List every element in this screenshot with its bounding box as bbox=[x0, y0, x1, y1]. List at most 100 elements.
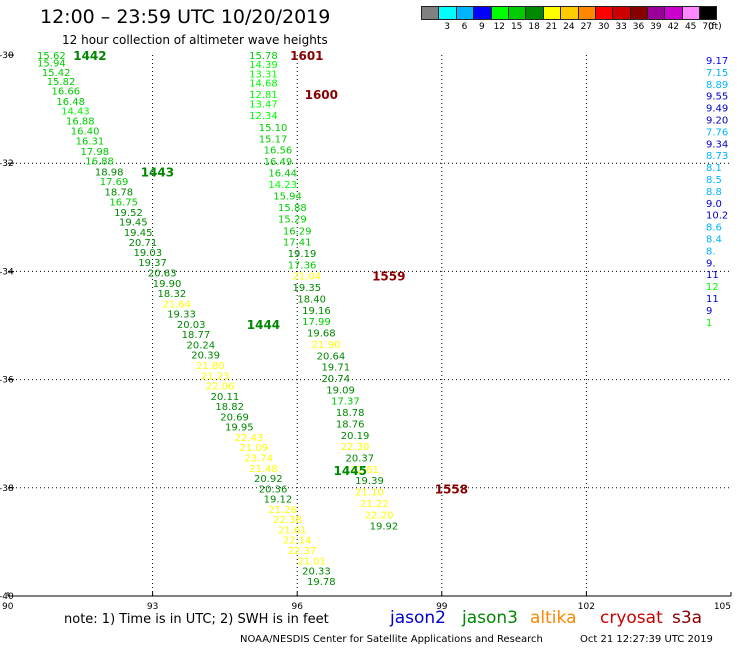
data-point-label: 18.78 bbox=[105, 187, 134, 198]
legend-label: 21 bbox=[545, 22, 558, 32]
legend-swatch bbox=[629, 6, 648, 20]
data-point-label: 14.23 bbox=[268, 180, 297, 191]
legend-swatch bbox=[438, 6, 456, 20]
edge-point-label: 11 bbox=[706, 294, 719, 305]
data-point-label: 22.14 bbox=[283, 536, 312, 547]
subtitle: 12 hour collection of altimeter wave hei… bbox=[62, 33, 328, 47]
data-point-label: 19.90 bbox=[153, 279, 182, 290]
legend-label: 27 bbox=[580, 22, 593, 32]
data-point-label: 19.33 bbox=[167, 310, 196, 321]
legend-swatch bbox=[542, 6, 561, 20]
data-point-label: 19.45 bbox=[124, 228, 153, 239]
data-point-label: 18.78 bbox=[336, 408, 365, 419]
edge-point-label: 9.17 bbox=[706, 56, 728, 67]
data-point-label: 21.09 bbox=[239, 443, 268, 454]
data-point-label: 19.45 bbox=[119, 218, 148, 229]
data-point-label: 23.74 bbox=[244, 454, 273, 465]
legend-label: 12 bbox=[493, 22, 506, 32]
data-point-label: 12.34 bbox=[249, 111, 278, 122]
x-tick-label: 96 bbox=[291, 602, 303, 612]
data-point-label: 13.47 bbox=[249, 100, 278, 111]
y-tick-label: -40 bbox=[0, 592, 14, 602]
data-point-label: 20.92 bbox=[254, 474, 283, 485]
data-point-label: 15.78 bbox=[249, 51, 278, 62]
data-point-label: 18.77 bbox=[182, 330, 211, 341]
y-tick-label: -36 bbox=[0, 376, 14, 386]
data-point-label: 17.37 bbox=[331, 397, 360, 408]
legend-swatch bbox=[507, 6, 526, 20]
y-tick-label: -30 bbox=[0, 51, 14, 61]
legend-swatch bbox=[594, 6, 613, 20]
legend-label: 30 bbox=[597, 22, 610, 32]
data-point-label: 19.39 bbox=[355, 476, 384, 487]
pass-time-label: 1559 bbox=[372, 270, 405, 284]
data-point-label: 18.82 bbox=[215, 402, 244, 413]
edge-point-label: 7.76 bbox=[706, 127, 728, 138]
data-point-label: 14.43 bbox=[61, 107, 90, 118]
legend-swatch bbox=[577, 6, 595, 20]
edge-point-label: 8.6 bbox=[706, 223, 722, 234]
data-point-label: 16.48 bbox=[56, 97, 85, 108]
legend-label: 3 bbox=[444, 22, 450, 32]
data-point-label: 19.16 bbox=[302, 306, 331, 317]
data-point-label: 19.71 bbox=[321, 363, 350, 374]
data-point-label: 16.44 bbox=[268, 168, 297, 179]
edge-point-label: 1 bbox=[706, 318, 712, 329]
edge-point-label: 9.55 bbox=[706, 92, 728, 103]
legend-swatch bbox=[421, 6, 439, 20]
legend-label: 15 bbox=[510, 22, 523, 32]
data-point-label: 16.56 bbox=[264, 146, 293, 157]
edge-point-label: 12 bbox=[706, 282, 719, 293]
data-point-label: 19.95 bbox=[225, 423, 254, 434]
satellite-cryosat: cryosat bbox=[600, 608, 663, 628]
data-point-label: 16.66 bbox=[52, 87, 81, 98]
data-point-label: 20.24 bbox=[186, 340, 215, 351]
edge-point-label: 9. bbox=[706, 258, 716, 269]
data-point-label: 17.69 bbox=[100, 177, 129, 188]
pass-time-label: 1600 bbox=[305, 88, 338, 102]
legend-label: 45 bbox=[684, 22, 697, 32]
data-point-label: 13.31 bbox=[249, 69, 278, 80]
legend-label: 33 bbox=[615, 22, 627, 32]
legend-unit: (ft) bbox=[708, 22, 722, 32]
edge-point-label: 9.20 bbox=[706, 116, 728, 127]
data-point-label: 16.88 bbox=[85, 156, 114, 167]
credit-line: NOAA/NESDIS Center for Satellite Applica… bbox=[240, 634, 543, 645]
color-legend bbox=[421, 6, 717, 20]
data-point-label: 21.01 bbox=[297, 556, 326, 567]
legend-swatch bbox=[473, 6, 491, 20]
legend-swatch bbox=[560, 6, 578, 20]
data-point-label: 16.49 bbox=[264, 157, 293, 168]
data-point-label: 22.06 bbox=[206, 382, 235, 393]
chart-right-column: 9.177.158.899.559.499.207.769.348.738.18… bbox=[706, 56, 728, 329]
x-tick-label: 105 bbox=[714, 602, 731, 612]
edge-point-label: 9.0 bbox=[706, 199, 722, 210]
data-point-label: 18.76 bbox=[336, 419, 365, 430]
legend-swatch bbox=[490, 6, 508, 20]
edge-point-label: 9.49 bbox=[706, 104, 728, 115]
data-point-label: 21.04 bbox=[293, 272, 322, 283]
pass-time-label: 1443 bbox=[141, 165, 174, 179]
satellite-s3a: s3a bbox=[672, 608, 703, 628]
data-point-label: 19.68 bbox=[307, 329, 336, 340]
data-point-label: 21.10 bbox=[355, 488, 384, 499]
data-point-label: 15.88 bbox=[278, 203, 307, 214]
legend-label: 36 bbox=[632, 22, 645, 32]
data-point-label: 19.12 bbox=[264, 495, 293, 506]
data-point-label: 21.90 bbox=[312, 340, 341, 351]
edge-point-label: 8.4 bbox=[706, 235, 722, 246]
data-point-label: 17.36 bbox=[288, 260, 317, 271]
legend-swatch bbox=[664, 6, 682, 20]
data-point-label: 20.11 bbox=[211, 392, 240, 403]
data-point-label: 21.22 bbox=[360, 499, 389, 510]
data-point-label: 15.94 bbox=[37, 59, 66, 70]
edge-point-label: 8. bbox=[706, 246, 716, 257]
data-point-label: 22.43 bbox=[235, 433, 264, 444]
generated-timestamp: Oct 21 12:27:39 UTC 2019 bbox=[580, 634, 713, 645]
data-point-label: 21.64 bbox=[162, 299, 191, 310]
data-point-label: 12.81 bbox=[249, 90, 278, 101]
legend-label: 6 bbox=[461, 22, 468, 32]
data-point-label: 20.03 bbox=[177, 320, 206, 331]
page-title: 12:00 – 23:59 UTC 10/20/2019 bbox=[40, 6, 331, 28]
